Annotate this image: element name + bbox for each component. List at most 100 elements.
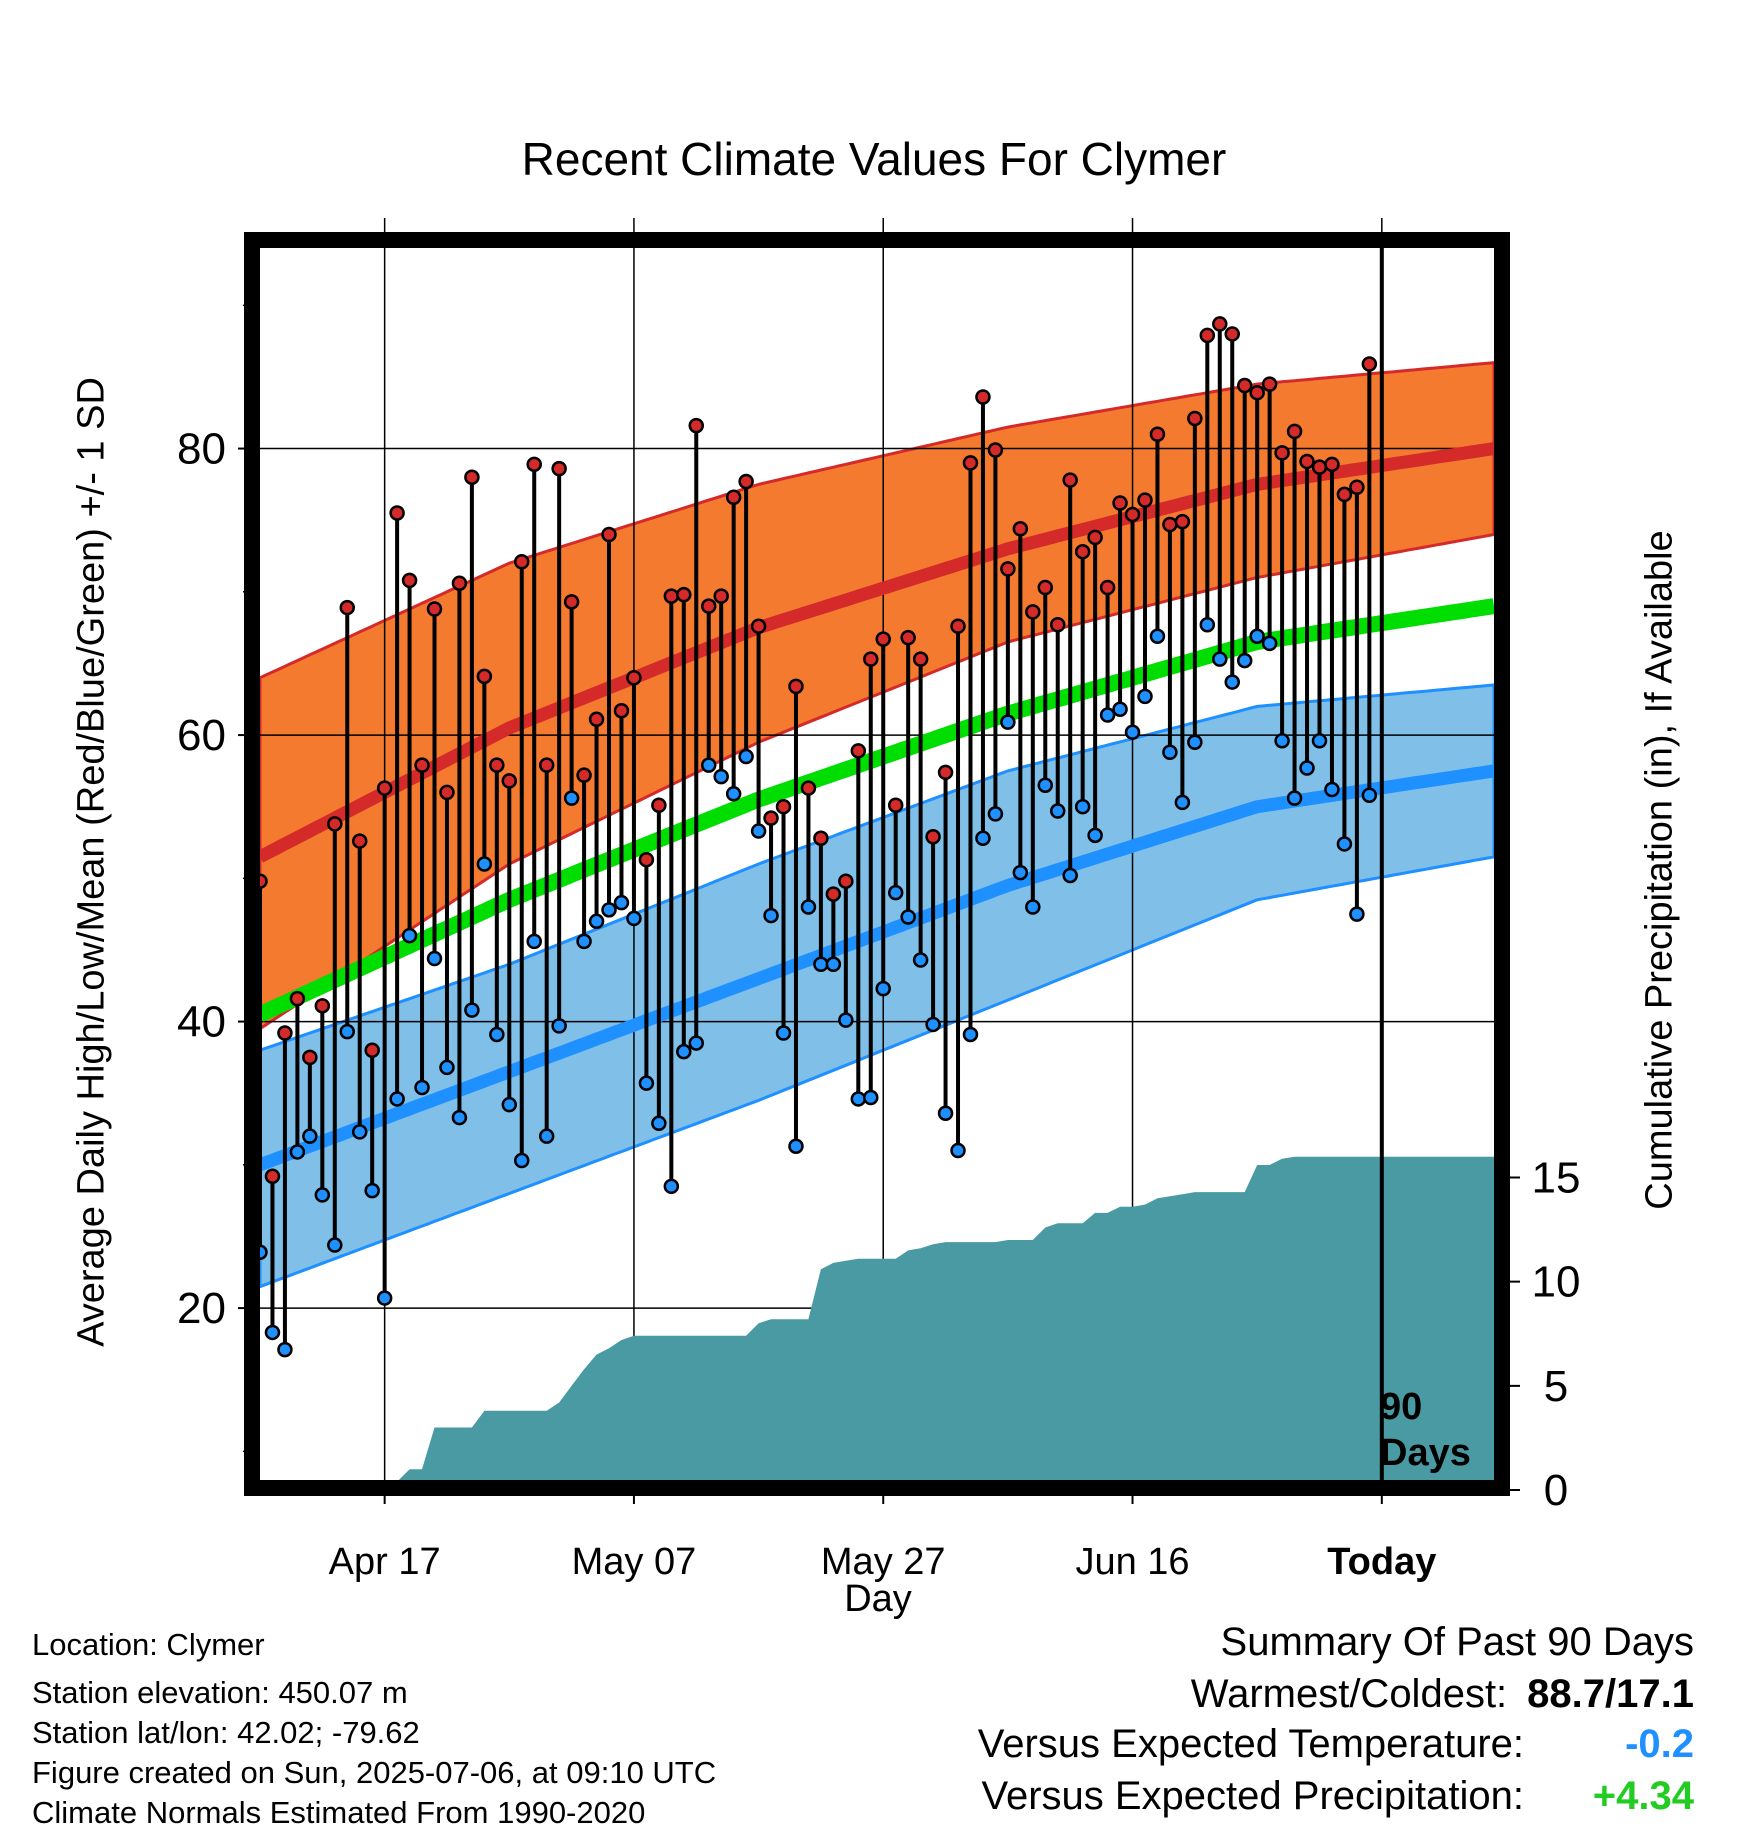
temp-departure-value: -0.2 <box>1625 1722 1694 1766</box>
daily-high-point <box>1174 513 1191 530</box>
daily-high-point <box>987 442 1004 458</box>
daily-low-point <box>1149 628 1166 644</box>
daily-high-point <box>1025 604 1041 620</box>
daily-low-point <box>414 1079 430 1096</box>
precip-departure-value: +4.34 <box>1592 1774 1694 1818</box>
summary-heading: Summary Of Past 90 Days <box>1220 1620 1694 1664</box>
daily-low-point <box>1236 652 1253 669</box>
daily-high-point <box>1000 561 1016 577</box>
daily-high-point <box>1199 327 1216 344</box>
daily-high-point <box>551 460 567 477</box>
daily-low-point <box>1224 674 1240 690</box>
daily-low-point <box>1099 707 1116 723</box>
daily-low-point <box>875 980 891 997</box>
daily-low-point <box>439 1059 455 1076</box>
y2-tick-label: 0 <box>1544 1466 1568 1515</box>
daily-high-point <box>676 586 692 603</box>
daily-high-point <box>887 797 904 814</box>
daily-high-point <box>1286 423 1303 440</box>
x-tick-label: May 27 <box>821 1541 946 1583</box>
daily-high-point <box>1062 472 1078 488</box>
daily-low-point <box>1249 628 1265 644</box>
daily-low-point <box>1261 635 1278 652</box>
daily-high-point <box>725 489 742 506</box>
x-tick-label: Today <box>1327 1541 1436 1583</box>
daily-low-point <box>1199 617 1216 633</box>
chart-title: Recent Climate Values For Clymer <box>521 133 1227 185</box>
daily-high-point <box>1074 543 1091 560</box>
daily-high-point <box>439 784 455 801</box>
x-tick-label: May 07 <box>572 1541 697 1583</box>
daily-low-point <box>775 1025 792 1041</box>
period-label: 90 Days <box>1380 1384 1471 1476</box>
daily-high-point <box>526 456 542 473</box>
daily-high-point <box>376 780 393 796</box>
daily-low-point <box>277 1341 293 1358</box>
daily-low-point <box>1299 760 1315 776</box>
daily-low-point <box>451 1109 468 1126</box>
daily-high-point <box>314 998 331 1014</box>
x-axis-label: Day <box>844 1578 912 1620</box>
daily-low-point <box>626 910 642 927</box>
daily-low-point <box>401 927 418 944</box>
daily-low-point <box>962 1026 979 1043</box>
daily-high-point <box>364 1042 380 1058</box>
normal-high-line <box>260 442 1494 863</box>
daily-low-point <box>688 1035 705 1051</box>
daily-high-point <box>339 599 356 616</box>
warmest-coldest-value: 88.7/17.1 <box>1527 1672 1694 1716</box>
summary-temperature: Versus Expected Temperature: -0.2 <box>978 1722 1694 1767</box>
x-tick-label: Jun 16 <box>1075 1541 1189 1583</box>
daily-high-point <box>975 389 991 405</box>
daily-low-point <box>763 907 779 924</box>
summary-precipitation: Versus Expected Precipitation: +4.34 <box>981 1774 1694 1819</box>
daily-high-point <box>389 505 405 521</box>
daily-high-point <box>1224 326 1240 342</box>
daily-low-point <box>526 933 542 950</box>
daily-low-point <box>1212 651 1228 667</box>
cumulative-precip-area <box>398 1156 1494 1480</box>
daily-high-point <box>277 1025 293 1041</box>
daily-high-point <box>626 670 642 686</box>
daily-low-point <box>264 1324 281 1341</box>
y2-axis-label: Cumulative Precipitation (in), If Availa… <box>1638 530 1681 1210</box>
daily-high-point <box>1249 384 1265 401</box>
daily-low-point <box>1274 733 1290 749</box>
normal-mean-line <box>260 598 1494 1022</box>
daily-high-point <box>1112 495 1128 511</box>
daily-low-point <box>925 1016 941 1033</box>
daily-high-point <box>1037 579 1054 596</box>
daily-low-point <box>376 1290 393 1306</box>
daily-high-point <box>351 833 368 849</box>
daily-high-point <box>476 668 493 685</box>
daily-low-point <box>1012 864 1029 881</box>
daily-high-point <box>700 598 717 614</box>
daily-high-point <box>426 601 443 617</box>
daily-low-point <box>1112 701 1128 718</box>
daily-low-point <box>887 884 904 901</box>
daily-high-point <box>576 767 592 783</box>
daily-low-point <box>750 823 767 839</box>
y2-tick-label: 10 <box>1532 1258 1581 1307</box>
daily-low-point <box>588 913 605 930</box>
daily-high-point <box>588 711 605 728</box>
daily-high-point <box>651 797 667 814</box>
daily-high-point <box>613 702 630 719</box>
daily-high-point <box>1087 529 1103 546</box>
daily-high-point <box>1311 459 1328 475</box>
daily-high-point <box>800 780 817 796</box>
daily-high-point <box>327 816 343 832</box>
daily-high-point <box>1212 316 1228 332</box>
daily-high-point <box>414 757 430 773</box>
y-tick-label: 80 <box>177 425 226 474</box>
daily-high-point <box>1049 617 1066 633</box>
daily-high-point <box>1236 377 1253 394</box>
daily-low-point <box>1361 787 1378 803</box>
daily-low-point <box>1174 794 1191 811</box>
daily-high-point <box>1361 356 1378 372</box>
daily-high-point <box>1187 410 1203 427</box>
daily-high-point <box>489 757 505 773</box>
daily-high-point <box>1324 456 1340 473</box>
daily-high-point <box>1336 486 1353 503</box>
